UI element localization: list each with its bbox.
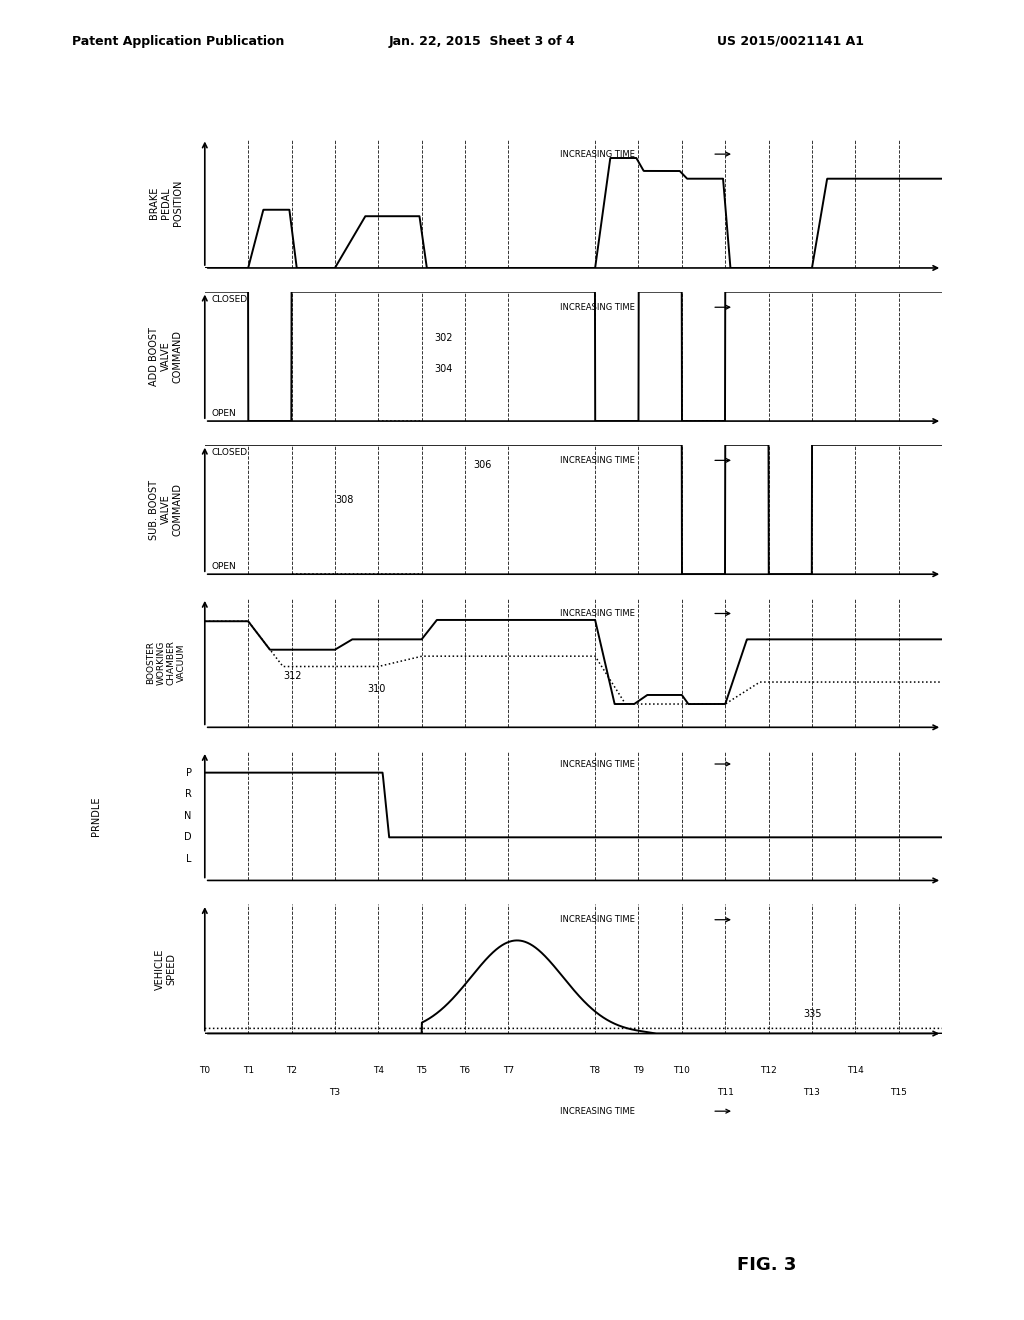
Text: T7: T7 bbox=[503, 1067, 514, 1074]
Text: T14: T14 bbox=[847, 1067, 863, 1074]
Text: T11: T11 bbox=[717, 1088, 733, 1097]
Text: T6: T6 bbox=[460, 1067, 471, 1074]
Text: INCREASING TIME: INCREASING TIME bbox=[560, 149, 635, 158]
Text: 302: 302 bbox=[434, 333, 454, 343]
Y-axis label: BOOSTER
WORKING
CHAMBER
VACUUM: BOOSTER WORKING CHAMBER VACUUM bbox=[145, 640, 186, 685]
Text: T2: T2 bbox=[286, 1067, 297, 1074]
Text: 308: 308 bbox=[335, 495, 353, 506]
Text: PRNDLE: PRNDLE bbox=[91, 796, 101, 836]
Text: US 2015/0021141 A1: US 2015/0021141 A1 bbox=[717, 34, 864, 48]
Text: 304: 304 bbox=[434, 364, 453, 374]
Text: T4: T4 bbox=[373, 1067, 384, 1074]
Text: OPEN: OPEN bbox=[211, 562, 237, 572]
Text: P: P bbox=[185, 768, 191, 777]
Text: T8: T8 bbox=[590, 1067, 601, 1074]
Text: Patent Application Publication: Patent Application Publication bbox=[72, 34, 284, 48]
Text: 306: 306 bbox=[474, 461, 493, 470]
Text: L: L bbox=[186, 854, 191, 863]
Text: T3: T3 bbox=[330, 1088, 340, 1097]
Text: CLOSED: CLOSED bbox=[211, 296, 248, 304]
Text: 310: 310 bbox=[368, 684, 386, 694]
Text: FIG. 3: FIG. 3 bbox=[737, 1255, 797, 1274]
Text: T15: T15 bbox=[890, 1088, 907, 1097]
Text: R: R bbox=[185, 789, 191, 799]
Text: INCREASING TIME: INCREASING TIME bbox=[560, 609, 635, 618]
Text: INCREASING TIME: INCREASING TIME bbox=[560, 915, 635, 924]
Text: T13: T13 bbox=[804, 1088, 820, 1097]
Y-axis label: BRAKE
PEDAL
POSITION: BRAKE PEDAL POSITION bbox=[150, 180, 182, 227]
Text: CLOSED: CLOSED bbox=[211, 449, 248, 457]
Text: D: D bbox=[184, 833, 191, 842]
Text: OPEN: OPEN bbox=[211, 409, 237, 418]
Text: T12: T12 bbox=[760, 1067, 777, 1074]
Text: Jan. 22, 2015  Sheet 3 of 4: Jan. 22, 2015 Sheet 3 of 4 bbox=[389, 34, 575, 48]
Text: 312: 312 bbox=[283, 672, 301, 681]
Text: T1: T1 bbox=[243, 1067, 254, 1074]
Text: T0: T0 bbox=[200, 1067, 210, 1074]
Text: INCREASING TIME: INCREASING TIME bbox=[560, 455, 635, 465]
Text: 335: 335 bbox=[803, 1008, 822, 1019]
Text: T10: T10 bbox=[674, 1067, 690, 1074]
Text: N: N bbox=[184, 810, 191, 821]
Y-axis label: VEHICLE
SPEED: VEHICLE SPEED bbox=[155, 948, 177, 990]
Y-axis label: SUB. BOOST
VALVE
COMMAND: SUB. BOOST VALVE COMMAND bbox=[150, 479, 182, 540]
Text: T9: T9 bbox=[633, 1067, 644, 1074]
Text: INCREASING TIME: INCREASING TIME bbox=[560, 1106, 635, 1115]
Y-axis label: ADD BOOST
VALVE
COMMAND: ADD BOOST VALVE COMMAND bbox=[150, 327, 182, 385]
Text: INCREASING TIME: INCREASING TIME bbox=[560, 302, 635, 312]
Text: INCREASING TIME: INCREASING TIME bbox=[560, 759, 635, 768]
Text: T5: T5 bbox=[416, 1067, 427, 1074]
